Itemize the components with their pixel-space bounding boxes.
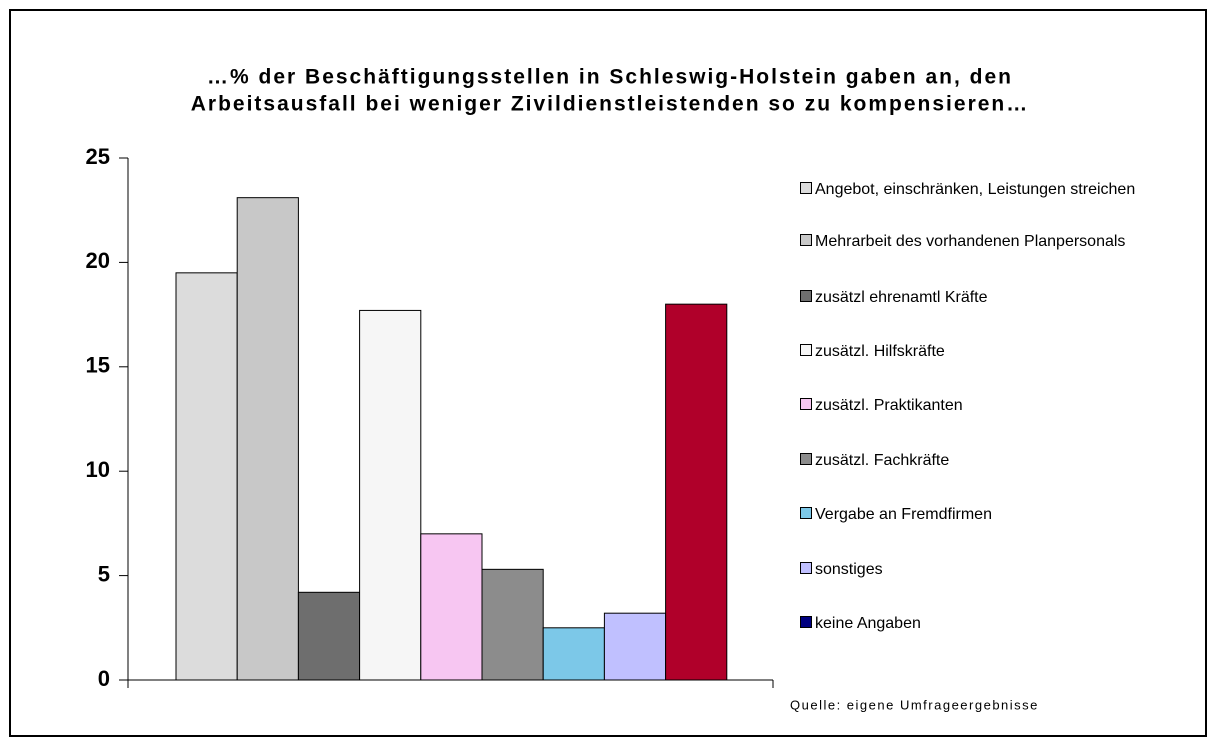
legend-label: Mehrarbeit des vorhandenen Planpersonals	[815, 233, 1126, 250]
y-tick-label: 25	[86, 144, 110, 169]
y-tick-label: 0	[98, 666, 110, 691]
legend-label: zusätzl ehrenamtl Kräfte	[815, 289, 988, 306]
legend-label: zusätzl. Fachkräfte	[815, 452, 950, 469]
legend-swatch	[800, 398, 812, 410]
bar	[665, 303, 728, 681]
bar	[420, 533, 483, 681]
legend-label: Angebot, einschränken, Leistungen streic…	[815, 181, 1136, 198]
legend-label: sonstiges	[815, 561, 883, 578]
bar	[603, 612, 667, 681]
legend-label: zusätzl. Praktikanten	[815, 397, 963, 414]
legend-swatch	[800, 453, 812, 465]
bar	[542, 627, 605, 681]
chart-title: …% der Beschäftigungsstellen in Schleswi…	[207, 66, 1013, 89]
legend-item: Angebot, einschränken, Leistungen streic…	[800, 179, 1160, 201]
source-note: Quelle: eigene Umfrageergebnisse	[790, 697, 1039, 712]
legend-item: zusätzl. Fachkräfte	[800, 450, 1160, 472]
y-tick-label: 20	[86, 248, 110, 273]
legend-label: zusätzl. Hilfskräfte	[815, 343, 945, 360]
legend-swatch	[800, 562, 812, 574]
chart-title: Arbeitsausfall bei weniger Zivildienstle…	[191, 93, 1030, 116]
y-tick-label: 15	[86, 353, 110, 378]
y-tick-label: 10	[86, 457, 110, 482]
bar	[236, 197, 299, 681]
bar	[297, 591, 361, 681]
legend-item: Vergabe an Fremdfirmen	[800, 504, 1160, 526]
bar	[175, 272, 238, 681]
legend-item: Mehrarbeit des vorhandenen Planpersonals	[800, 231, 1160, 253]
legend-item: zusätzl. Hilfskräfte	[800, 341, 1160, 363]
legend-item: zusätzl ehrenamtl Kräfte	[800, 287, 1160, 309]
legend-swatch	[800, 344, 812, 356]
bar	[359, 309, 422, 681]
legend-swatch	[800, 290, 812, 302]
legend-item: keine Angaben	[800, 613, 1160, 635]
legend-swatch	[800, 616, 812, 628]
legend-swatch	[800, 234, 812, 246]
y-tick-label: 5	[98, 561, 110, 586]
legend-item: zusätzl. Praktikanten	[800, 395, 1160, 417]
bar	[481, 568, 544, 681]
legend-swatch	[800, 182, 812, 194]
legend-item: sonstiges	[800, 559, 1160, 581]
legend-label: keine Angaben	[815, 615, 921, 632]
legend-swatch	[800, 507, 812, 519]
legend-label: Vergabe an Fremdfirmen	[815, 506, 992, 523]
